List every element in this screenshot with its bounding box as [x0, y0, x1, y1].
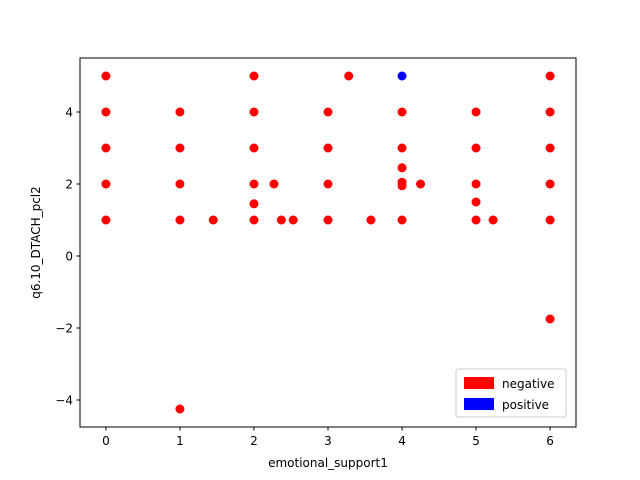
data-point-negative-6 [175, 143, 185, 153]
data-point-negative-34 [471, 143, 481, 153]
y-axis-label: q6.10_DTACH_pcl2 [29, 186, 43, 299]
data-point-negative-30 [397, 181, 407, 191]
data-point-negative-23 [323, 215, 333, 225]
data-point-negative-28 [397, 163, 407, 173]
data-point-negative-36 [471, 197, 481, 207]
y-tick-label: 4 [65, 106, 73, 120]
y-tick-label: −2 [55, 322, 73, 336]
data-point-negative-43 [545, 215, 555, 225]
data-point-negative-13 [249, 143, 259, 153]
data-point-negative-22 [323, 179, 333, 189]
data-point-negative-41 [545, 143, 555, 153]
y-axis-ticks: −4 −2 0 2 4 [55, 106, 80, 408]
x-tick-label: 2 [250, 434, 258, 448]
data-point-negative-27 [397, 143, 407, 153]
legend: negative positive [455, 368, 567, 418]
data-point-negative-15 [249, 199, 259, 209]
legend-label-negative: negative [502, 377, 554, 391]
data-point-negative-16 [249, 215, 259, 225]
data-point-negative-32 [416, 179, 426, 189]
data-point-negative-39 [545, 71, 555, 81]
y-tick-label: −4 [55, 394, 73, 408]
legend-swatch-positive [464, 398, 494, 410]
data-point-negative-7 [175, 179, 185, 189]
data-point-negative-9 [175, 404, 185, 414]
y-tick-label: 2 [65, 178, 73, 192]
data-point-negative-26 [397, 107, 407, 117]
x-tick-label: 4 [398, 434, 406, 448]
x-tick-label: 3 [324, 434, 332, 448]
data-point-negative-5 [175, 107, 185, 117]
data-point-positive-0 [397, 71, 407, 81]
data-point-negative-42 [545, 179, 555, 189]
data-point-negative-25 [366, 215, 376, 225]
data-point-negative-17 [269, 179, 279, 189]
data-point-negative-38 [488, 215, 498, 225]
x-tick-label: 6 [546, 434, 554, 448]
x-tick-label: 0 [102, 434, 110, 448]
data-point-negative-20 [323, 107, 333, 117]
points-layer [101, 71, 555, 414]
data-point-negative-24 [344, 71, 354, 81]
data-point-negative-21 [323, 143, 333, 153]
x-tick-label: 1 [176, 434, 184, 448]
x-axis-label: emotional_support1 [268, 456, 388, 470]
legend-swatch-negative [464, 377, 494, 389]
data-point-negative-37 [471, 215, 481, 225]
data-point-negative-3 [101, 179, 111, 189]
data-point-negative-10 [208, 215, 218, 225]
data-point-negative-31 [397, 215, 407, 225]
data-point-negative-4 [101, 215, 111, 225]
data-point-negative-40 [545, 107, 555, 117]
data-point-negative-14 [249, 179, 259, 189]
y-tick-label: 0 [65, 250, 73, 264]
data-point-negative-11 [249, 71, 259, 81]
data-point-negative-18 [276, 215, 286, 225]
data-point-negative-0 [101, 71, 111, 81]
data-point-negative-2 [101, 143, 111, 153]
x-tick-label: 5 [472, 434, 480, 448]
data-point-negative-1 [101, 107, 111, 117]
x-axis-ticks: 0 1 2 3 4 5 6 [102, 427, 554, 448]
data-point-negative-35 [471, 179, 481, 189]
data-point-negative-12 [249, 107, 259, 117]
data-point-negative-19 [288, 215, 298, 225]
data-point-negative-8 [175, 215, 185, 225]
data-point-negative-33 [471, 107, 481, 117]
data-point-negative-44 [545, 314, 555, 324]
legend-label-positive: positive [502, 398, 549, 412]
